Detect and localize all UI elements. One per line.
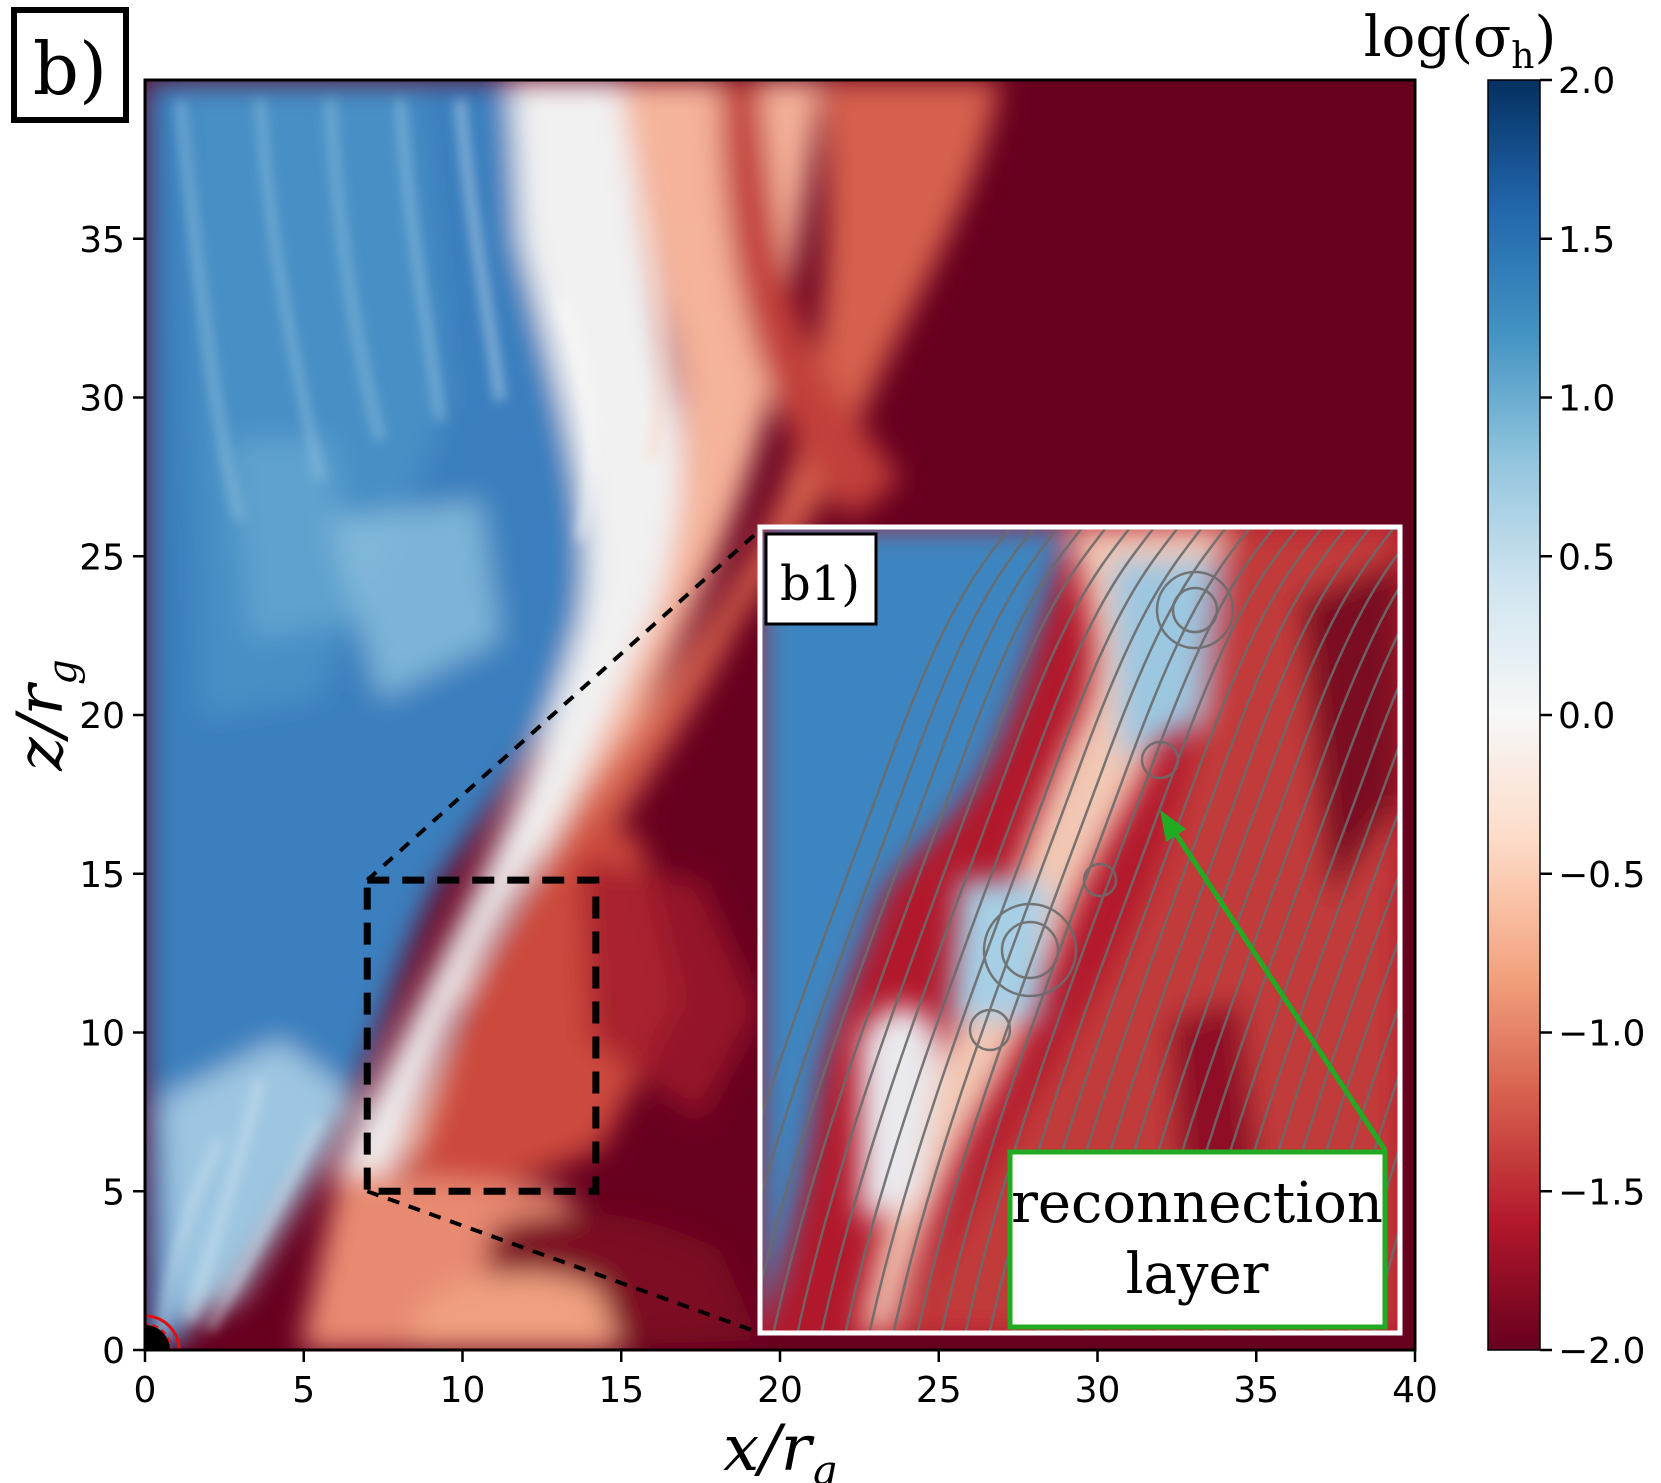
colorbar-tick-label: 1.0 [1558,379,1615,420]
streamline [964,527,1277,1333]
streamline [760,527,1013,1125]
x-tick-label: 35 [1233,1370,1279,1411]
x-axis-label: x/rg [723,1412,837,1483]
colorbar-tick-label: −1.5 [1558,1172,1645,1213]
streamline [760,527,1037,1203]
streamline-vortex [1140,740,1180,780]
x-tick-label: 15 [598,1370,644,1411]
streamline [844,527,1157,1333]
y-axis-label: z/rg [4,659,86,771]
streamline [868,527,1181,1333]
colorbar-tick-label: −2.0 [1558,1331,1645,1372]
streamline-vortex [1082,862,1118,898]
y-tick-label: 20 [79,696,125,737]
colorbar-tick-label: −1.0 [1558,1014,1645,1055]
inset-label-box [764,532,878,626]
colorbar-title-end: ) [1534,5,1556,70]
zoom-connector-bottom [366,1189,761,1335]
y-tick-label: 5 [102,1172,125,1213]
y-tick-label: 30 [79,379,125,420]
filament-texture [156,99,666,1341]
panel-label-box [11,7,129,123]
streamline-vortex [1155,570,1235,650]
streamline-vortex [982,902,1078,998]
inset-field [760,500,1661,1340]
colorbar [1487,79,1541,1351]
inset-label: b1) [780,556,860,612]
annotation-line-1: reconnection [1011,1171,1383,1236]
streamline [820,527,1133,1333]
x-tick-label: 20 [757,1370,803,1411]
streamline [1348,1141,1400,1333]
black-hole [145,1325,170,1350]
colorbar-title-main: log(σ [1364,5,1512,70]
streamline [940,527,1253,1333]
y-tick-label: 25 [79,537,125,578]
y-axis-ticks: 0 5 10 15 20 25 30 35 [79,220,145,1372]
streamline-vortex [1171,586,1219,634]
colorbar-tick-label: 0.0 [1558,696,1615,737]
colorbar-tick-label: 2.0 [1558,61,1615,102]
x-tick-label: 40 [1392,1370,1438,1411]
x-tick-label: 0 [134,1370,157,1411]
x-axis-ticks: 0 5 10 15 20 25 30 35 40 [134,1350,1438,1411]
colorbar-ticks: 2.0 1.5 1.0 0.5 0.0 −0.5 −1.0 −1.5 −2.0 [1540,61,1645,1372]
x-tick-label: 10 [440,1370,486,1411]
inset-panel [757,500,1661,1340]
y-tick-label: 10 [79,1014,125,1055]
colorbar-tick-label: 1.5 [1558,220,1615,261]
annotation-line-2: layer [1126,1242,1269,1307]
inset-frame [757,524,1403,1336]
y-axis-label-main: z/r [4,681,78,771]
x-axis-label-sub: g [811,1448,837,1483]
reconnection-arrowhead [1160,810,1186,842]
y-axis-label-sub: g [40,659,86,685]
streamline-vortex [1000,920,1060,980]
streamline [760,527,1061,1293]
streamline [1444,500,1661,1340]
colorbar-title-sub: h [1511,36,1534,77]
colorbar-tick-label: −0.5 [1558,855,1645,896]
streamline [796,527,1109,1333]
y-tick-label: 0 [102,1331,125,1372]
colorbar-title: log(σh) [1364,5,1557,77]
streamline [916,527,1229,1333]
x-tick-label: 5 [292,1370,315,1411]
x-axis-label-main: x/r [723,1412,815,1483]
x-tick-label: 25 [916,1370,962,1411]
annotation-box [1007,1149,1388,1330]
streamline [772,527,1085,1333]
zoom-box [363,876,600,1195]
reconnection-arrow [1167,823,1388,1152]
y-tick-label: 35 [79,220,125,261]
colorbar-tick-label: 0.5 [1558,537,1615,578]
streamline-vortex [968,1008,1012,1052]
x-tick-label: 30 [1075,1370,1121,1411]
heatmap-regions [145,80,1000,1350]
panel-label: b) [33,27,107,111]
y-tick-label: 15 [79,855,125,896]
streamline [892,527,1205,1333]
